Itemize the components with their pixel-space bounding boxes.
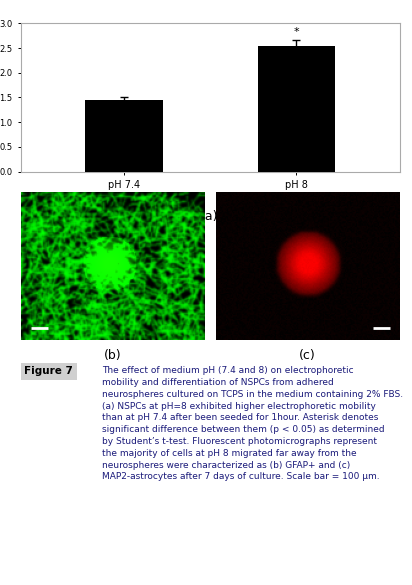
Text: (b): (b) <box>104 349 122 362</box>
Text: The effect of medium pH (7.4 and 8) on electrophoretic
mobility and differentiat: The effect of medium pH (7.4 and 8) on e… <box>102 366 403 481</box>
Text: Figure 7: Figure 7 <box>24 366 73 376</box>
Text: (c): (c) <box>299 349 316 362</box>
Text: (a): (a) <box>201 209 219 222</box>
Text: *: * <box>293 27 299 37</box>
Bar <box>258 46 335 171</box>
Bar <box>85 101 163 171</box>
